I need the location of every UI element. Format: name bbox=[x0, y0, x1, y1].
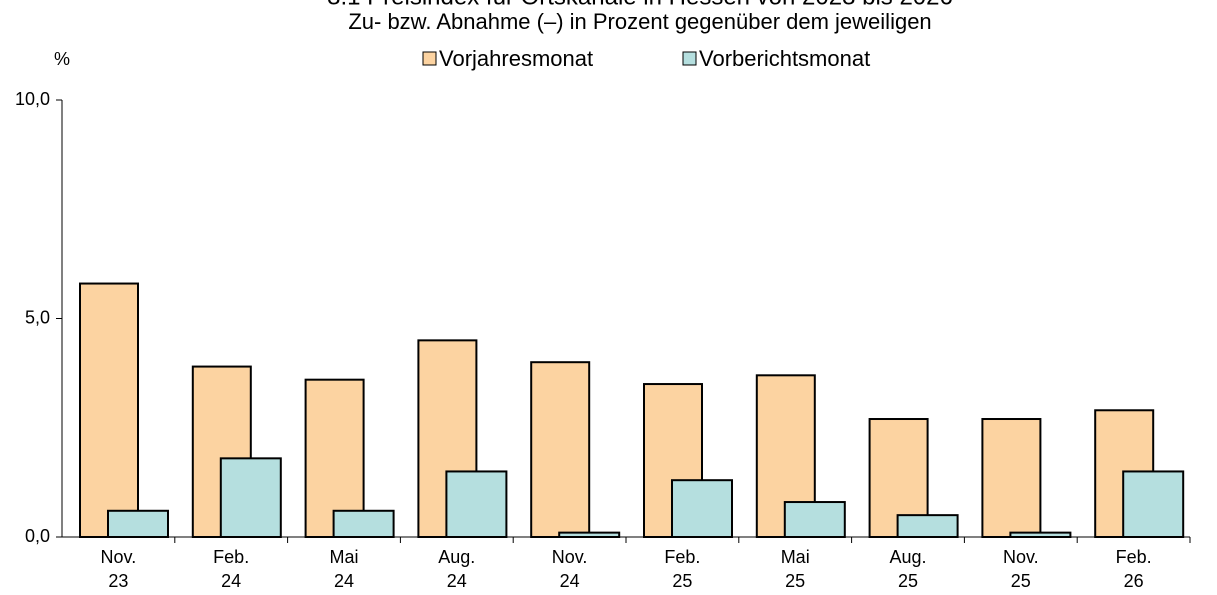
y-tick-label: 5,0 bbox=[25, 307, 50, 327]
legend-swatch bbox=[682, 51, 697, 66]
x-tick-label: 24 bbox=[221, 571, 241, 591]
y-tick-label: 0,0 bbox=[25, 526, 50, 546]
x-tick-label: Feb. bbox=[1116, 547, 1152, 567]
bar bbox=[558, 531, 621, 539]
legend-swatch bbox=[422, 51, 437, 66]
bar bbox=[107, 509, 169, 538]
x-tick-label: 25 bbox=[672, 571, 692, 591]
bar bbox=[671, 479, 733, 539]
x-tick-label: Mai bbox=[329, 547, 358, 567]
bar bbox=[1009, 531, 1072, 539]
x-tick-label: 25 bbox=[785, 571, 805, 591]
bar bbox=[981, 418, 1042, 539]
y-axis-label: % bbox=[54, 49, 70, 69]
x-tick-label: Feb. bbox=[664, 547, 700, 567]
x-tick-label: 26 bbox=[1124, 571, 1144, 591]
bar bbox=[783, 501, 846, 539]
chart-subtitle: Zu- bzw. Abnahme (–) in Prozent gegenübe… bbox=[348, 9, 931, 34]
bar bbox=[332, 509, 395, 538]
y-tick-label: 10,0 bbox=[15, 89, 50, 109]
x-tick-label: 25 bbox=[898, 571, 918, 591]
x-tick-label: Nov. bbox=[101, 547, 137, 567]
x-tick-label: 24 bbox=[560, 571, 580, 591]
bar bbox=[445, 470, 508, 539]
x-tick-label: Mai bbox=[781, 547, 810, 567]
bar bbox=[1122, 470, 1185, 539]
legend-label: Vorjahresmonat bbox=[439, 46, 593, 71]
x-tick-label: Nov. bbox=[552, 547, 588, 567]
x-tick-label: Feb. bbox=[213, 547, 249, 567]
x-tick-label: Aug. bbox=[438, 547, 475, 567]
x-tick-label: 24 bbox=[334, 571, 354, 591]
bar bbox=[79, 282, 139, 539]
x-tick-label: 23 bbox=[108, 571, 128, 591]
bar bbox=[896, 514, 959, 539]
x-tick-label: 25 bbox=[1011, 571, 1031, 591]
x-tick-label: Nov. bbox=[1003, 547, 1039, 567]
bar bbox=[530, 361, 591, 539]
x-tick-label: 24 bbox=[447, 571, 467, 591]
x-tick-label: Aug. bbox=[889, 547, 926, 567]
legend-label: Vorberichtsmonat bbox=[699, 46, 870, 71]
chart-title: 3.1 Preisindex für Ortskanäle in Hessen … bbox=[327, 0, 953, 10]
bar bbox=[219, 457, 282, 538]
